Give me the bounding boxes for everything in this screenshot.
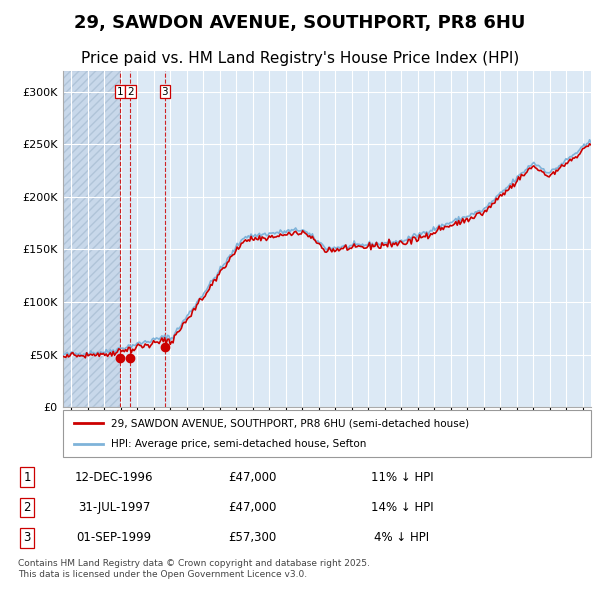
Text: £47,000: £47,000	[228, 501, 276, 514]
Text: 29, SAWDON AVENUE, SOUTHPORT, PR8 6HU (semi-detached house): 29, SAWDON AVENUE, SOUTHPORT, PR8 6HU (s…	[110, 418, 469, 428]
Text: 1: 1	[117, 87, 124, 97]
Bar	[63, 71, 121, 407]
Text: £47,000: £47,000	[228, 470, 276, 484]
Text: 29, SAWDON AVENUE, SOUTHPORT, PR8 6HU: 29, SAWDON AVENUE, SOUTHPORT, PR8 6HU	[74, 14, 526, 32]
Text: HPI: Average price, semi-detached house, Sefton: HPI: Average price, semi-detached house,…	[110, 439, 366, 449]
Text: 1: 1	[23, 470, 31, 484]
Text: £57,300: £57,300	[228, 531, 276, 545]
Text: 11% ↓ HPI: 11% ↓ HPI	[371, 470, 433, 484]
Text: 3: 3	[23, 531, 31, 545]
Text: 01-SEP-1999: 01-SEP-1999	[76, 531, 152, 545]
Text: Contains HM Land Registry data © Crown copyright and database right 2025.
This d: Contains HM Land Registry data © Crown c…	[18, 559, 370, 579]
Text: Price paid vs. HM Land Registry's House Price Index (HPI): Price paid vs. HM Land Registry's House …	[81, 51, 519, 66]
Text: 4% ↓ HPI: 4% ↓ HPI	[374, 531, 430, 545]
Bar	[63, 71, 121, 407]
Text: 2: 2	[23, 501, 31, 514]
Text: 14% ↓ HPI: 14% ↓ HPI	[371, 501, 433, 514]
Text: 31-JUL-1997: 31-JUL-1997	[78, 501, 150, 514]
Text: 2: 2	[127, 87, 134, 97]
FancyBboxPatch shape	[63, 410, 591, 457]
Text: 12-DEC-1996: 12-DEC-1996	[75, 470, 153, 484]
Text: 3: 3	[161, 87, 168, 97]
